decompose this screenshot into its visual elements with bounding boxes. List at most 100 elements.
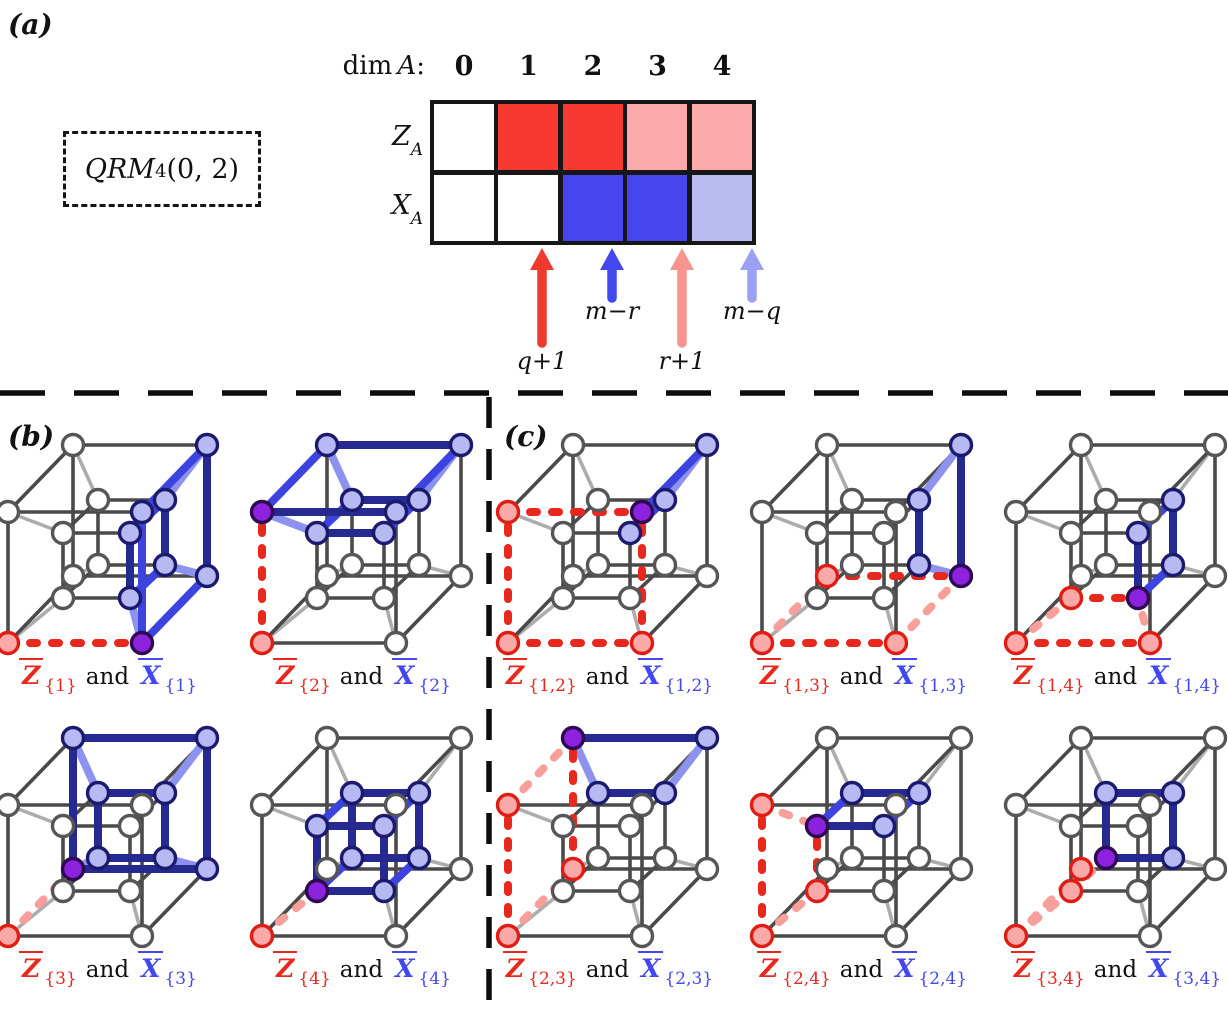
tesseract-vertex-lavender (152, 845, 178, 871)
arrow-label-m−r: m−r (584, 297, 640, 325)
tesseract-vertex-white (50, 878, 76, 904)
tesseract-vertex-lavender (339, 845, 365, 871)
x-subscript: {3,4} (1172, 969, 1222, 989)
tesseract-vertex-lavender (339, 780, 365, 806)
z-bar-letter: Z (756, 658, 782, 690)
tesseract-vertex-salmon (883, 630, 909, 656)
operator-label-c-34: Z {3,4} and X {3,4} (1003, 951, 1228, 989)
tesseract-vertex-white (249, 792, 275, 818)
tesseract-vertex-white (871, 585, 897, 611)
z-subscript: {4} (298, 969, 331, 989)
tesseract-vertex-white (85, 487, 111, 513)
tesseract-vertex-salmon (1068, 856, 1094, 882)
tesseract-vertex-salmon (249, 630, 275, 656)
tesseract-vertex-purple (948, 563, 974, 589)
tesseract-c-14 (1003, 432, 1228, 656)
tesseract-vertex-white (629, 923, 655, 949)
tesseract-vertex-lavender (1160, 845, 1186, 871)
tesseract-vertex-white (652, 845, 678, 871)
tesseract-vertex-white (814, 856, 840, 882)
tesseract-vertex-white (550, 813, 576, 839)
tesseract-vertex-lavender (371, 520, 397, 546)
tesseract-c-12 (495, 432, 720, 656)
tesseract-vertex-lavender (1125, 520, 1151, 546)
tesseract-vertex-lavender (194, 563, 220, 589)
tesseract-vertex-white (839, 845, 865, 871)
and-word: and (85, 664, 130, 690)
tesseract-vertex-salmon (495, 792, 521, 818)
tesseract-vertex-white (1202, 563, 1228, 589)
tesseract-vertex-salmon (749, 792, 775, 818)
operator-label-b-4: Z {4} and X {4} (249, 951, 475, 989)
table-cell-Z-dim1 (498, 104, 558, 170)
tesseract-vertex-salmon (0, 923, 21, 949)
tesseract-vertex-white (129, 923, 155, 949)
tesseract-vertex-white (1202, 432, 1228, 458)
tesseract-vertex-lavender (85, 845, 111, 871)
table-cell-X-dim1 (498, 174, 558, 241)
tesseract-vertex-lavender (152, 552, 178, 578)
operator-label-c-24: Z {2,4} and X {2,4} (749, 951, 975, 989)
horizontal-separator (0, 390, 1228, 396)
tesseract-vertex-lavender (314, 432, 340, 458)
tesseract-vertex-lavender (406, 487, 432, 513)
tesseract-vertex-white (871, 520, 897, 546)
tesseract-vertex-white (1137, 923, 1163, 949)
tesseract-vertex-white (1058, 520, 1084, 546)
tesseract-vertex-white (304, 585, 330, 611)
dim-column-label-2: 2 (583, 51, 603, 82)
tesseract-b-3 (0, 725, 220, 949)
x-subscript: {1,2} (664, 676, 714, 696)
tesseract-vertex-white (617, 585, 643, 611)
arrow-m−r (600, 248, 624, 303)
tesseract-vertex-white (1058, 813, 1084, 839)
tesseract-vertex-white (560, 563, 586, 589)
tesseract-vertex-white (1093, 552, 1119, 578)
tesseract-vertex-white (883, 792, 909, 818)
tesseract-vertex-lavender (129, 499, 155, 525)
panel-a-letter: (a) (8, 8, 53, 41)
tesseract-c-34 (1003, 725, 1228, 949)
tesseract-vertex-salmon (1137, 630, 1163, 656)
tesseract-vertex-white (883, 499, 909, 525)
tesseract-vertex-lavender (1160, 487, 1186, 513)
tesseract-vertex-white (948, 856, 974, 882)
tesseract-vertex-lavender (194, 725, 220, 751)
tesseract-vertex-white (804, 585, 830, 611)
tesseract-vertex-white (448, 725, 474, 751)
vertical-separator (486, 397, 492, 1009)
tesseract-vertex-white (1125, 878, 1151, 904)
tesseract-vertex-white (85, 552, 111, 578)
tesseract-vertex-white (1068, 725, 1094, 751)
tesseract-vertex-white (1137, 792, 1163, 818)
z-bar-letter: Z (19, 658, 44, 690)
tesseract-vertex-purple (1125, 585, 1151, 611)
tesseract-vertex-white (585, 845, 611, 871)
table-cell-X-dim0 (433, 174, 494, 241)
tesseract-vertex-white (585, 552, 611, 578)
tesseract-vertex-white (383, 923, 409, 949)
tesseract-vertex-salmon (249, 923, 275, 949)
tesseract-vertex-salmon (495, 923, 521, 949)
tesseract-vertex-white (1202, 856, 1228, 882)
x-subscript: {2} (418, 676, 451, 696)
tesseract-vertex-salmon (1003, 630, 1029, 656)
x-subscript: {1,4} (1172, 676, 1222, 696)
tesseract-vertex-white (314, 725, 340, 751)
tesseract-vertex-white (117, 878, 143, 904)
tesseract-b-2 (249, 432, 474, 656)
x-subscript: {1} (164, 676, 197, 696)
tesseract-vertex-lavender (906, 780, 932, 806)
tesseract-vertex-white (617, 813, 643, 839)
dim-column-label-1: 1 (519, 51, 538, 82)
qrm-code-box: QRM 4 (0, 2) (63, 131, 261, 207)
and-word: and (1093, 664, 1138, 690)
tesseract-vertex-salmon (814, 563, 840, 589)
tesseract-vertex-white (804, 520, 830, 546)
and-word: and (85, 957, 130, 983)
tesseract-vertex-white (550, 585, 576, 611)
dim-a-header: dim A: (280, 51, 425, 81)
tesseract-vertex-lavender (406, 845, 432, 871)
tesseract-vertex-lavender (383, 499, 409, 525)
